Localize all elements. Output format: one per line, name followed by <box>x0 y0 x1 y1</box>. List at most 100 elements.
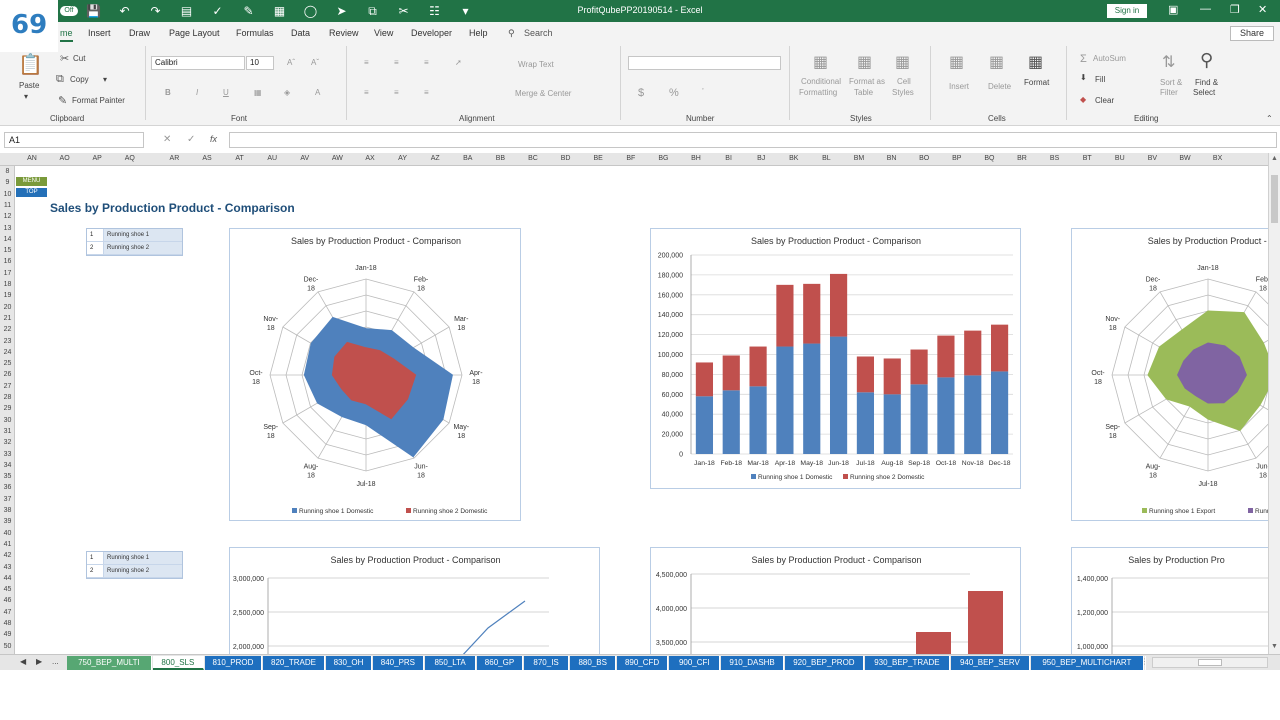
sheet-tab[interactable]: 890_CFD <box>617 656 669 670</box>
tab-draw[interactable]: Draw <box>129 28 151 38</box>
column-header[interactable]: AW <box>331 155 343 162</box>
row-header[interactable]: 15 <box>3 247 12 255</box>
horizontal-scrollbar[interactable] <box>1152 657 1268 668</box>
undo-icon[interactable]: ↶ <box>119 4 130 18</box>
column-header[interactable]: BX <box>1212 155 1223 162</box>
cut-button[interactable]: Cut <box>73 54 86 63</box>
pointer-icon[interactable]: ➤ <box>336 4 347 18</box>
sheet-tab[interactable]: 860_GP <box>477 656 523 670</box>
column-header[interactable]: BQ <box>984 155 995 162</box>
sort-filter-button[interactable]: Sort & <box>1160 78 1183 87</box>
font-size-select[interactable]: 10 <box>246 56 274 70</box>
row-header[interactable]: 34 <box>3 461 12 469</box>
top-button[interactable]: TOP <box>16 188 47 197</box>
list-item[interactable]: 1 Running shoe 1 <box>87 229 182 242</box>
align-bottom-icon[interactable]: ≡ <box>424 58 429 67</box>
enter-icon[interactable]: ✓ <box>187 134 196 145</box>
row-header[interactable]: 28 <box>3 394 12 401</box>
font-color-icon[interactable]: A <box>315 88 321 97</box>
column-header[interactable]: AP <box>92 155 102 162</box>
number-format-select[interactable] <box>628 56 781 70</box>
row-header[interactable]: 47 <box>3 608 12 616</box>
format-cells-button[interactable]: Format <box>1024 78 1050 87</box>
decrease-font-icon[interactable]: Aˇ <box>311 58 319 67</box>
row-header[interactable]: 18 <box>3 281 12 288</box>
cancel-icon[interactable]: ✕ <box>163 134 172 145</box>
column-header[interactable]: AY <box>398 155 408 162</box>
column-header[interactable]: BU <box>1114 155 1125 162</box>
underline-icon[interactable]: U <box>223 88 229 97</box>
row-header[interactable]: 9 <box>5 179 10 187</box>
borders-icon[interactable]: ▦ <box>254 88 262 97</box>
print-preview-icon[interactable]: ▤ <box>180 4 193 18</box>
row-header[interactable]: 33 <box>3 450 12 458</box>
row-header[interactable]: 19 <box>3 292 12 300</box>
restore-icon[interactable]: ❐ <box>1230 4 1240 16</box>
column-header[interactable]: AO <box>59 155 70 162</box>
bar-chart-domestic[interactable]: Sales by Production Product - Comparison… <box>650 228 1021 489</box>
column-header[interactable]: BG <box>658 155 669 162</box>
column-header[interactable]: BO <box>919 155 930 162</box>
align-top-icon[interactable]: ≡ <box>364 58 369 67</box>
column-header[interactable]: AN <box>27 155 37 162</box>
prev-sheet-icon[interactable]: ◀ <box>20 657 27 666</box>
tab-formulas[interactable]: Formulas <box>236 28 274 38</box>
search-box[interactable]: Search <box>524 28 553 38</box>
row-header[interactable]: 27 <box>3 382 12 390</box>
sheet-tab-overflow[interactable] <box>1144 656 1146 670</box>
sheet-tab[interactable]: 840_PRS <box>372 656 424 670</box>
sheet-tab[interactable]: 900_CFI <box>669 656 721 670</box>
column-header[interactable]: BP <box>952 155 962 162</box>
column-header[interactable]: BH <box>691 155 701 162</box>
column-header[interactable]: BC <box>528 155 538 162</box>
ribbon-display-icon[interactable]: ▣ <box>1168 4 1179 16</box>
column-header[interactable]: BN <box>886 155 897 162</box>
sheet-tab[interactable]: 940_BEP_SERV <box>950 656 1030 670</box>
menu-button[interactable]: MENU <box>16 177 47 186</box>
row-header[interactable]: 50 <box>3 642 12 650</box>
format-as-table-button[interactable]: Format as <box>849 77 886 86</box>
wrap-text-button[interactable]: Wrap Text <box>518 60 554 69</box>
row-header[interactable]: 21 <box>3 314 12 322</box>
camera-icon[interactable]: ◯ <box>303 4 318 18</box>
row-header[interactable]: 8 <box>5 168 10 175</box>
delete-cells-button[interactable]: Delete <box>988 82 1012 91</box>
search-icon[interactable]: ⚲ <box>508 28 515 38</box>
row-header[interactable]: 49 <box>3 631 12 639</box>
paste-button[interactable]: Paste <box>19 81 40 90</box>
sheet-tab[interactable]: 750_BEP_MULTI <box>67 656 152 670</box>
sheet-tab[interactable]: 850_LTA <box>425 656 477 670</box>
column-header[interactable]: AQ <box>124 155 135 162</box>
cell-styles-button[interactable]: Cell <box>897 77 911 86</box>
find-select-button[interactable]: Find & <box>1195 78 1219 87</box>
row-header[interactable]: 40 <box>3 529 12 537</box>
italic-icon[interactable]: I <box>196 88 199 97</box>
list-item[interactable]: 2 Running shoe 2 <box>87 242 182 255</box>
minimize-icon[interactable]: — <box>1200 3 1211 15</box>
column-header[interactable]: BA <box>463 155 473 162</box>
scissors-icon[interactable]: ✂ <box>398 4 409 18</box>
row-header[interactable]: 38 <box>3 507 12 514</box>
column-header[interactable]: BE <box>593 155 603 162</box>
sheet-tab[interactable]: 920_BEP_PROD <box>784 656 864 670</box>
copy-dropdown-icon[interactable]: ▾ <box>103 75 108 84</box>
row-header[interactable]: 13 <box>3 224 12 232</box>
row-header[interactable]: 26 <box>3 371 12 379</box>
radar-chart-export[interactable]: Sales by Production Product - Com Jan-18 F… <box>1071 228 1280 521</box>
row-header[interactable]: 30 <box>3 416 12 424</box>
sheet-tab[interactable]: 880_BS <box>570 656 616 670</box>
name-box[interactable]: A1 <box>4 132 144 148</box>
formula-input[interactable] <box>229 132 1277 148</box>
sheet-tab[interactable]: 820_TRADE <box>262 656 326 670</box>
autosum-button[interactable]: AutoSum <box>1093 54 1126 63</box>
row-header[interactable]: 36 <box>3 484 12 492</box>
tab-insert[interactable]: Insert <box>88 28 111 38</box>
redo-icon[interactable]: ↷ <box>150 4 161 18</box>
orientation-icon[interactable]: ➚ <box>455 58 462 67</box>
column-header[interactable]: BJ <box>757 155 766 162</box>
collapse-ribbon-icon[interactable]: ⌃ <box>1266 114 1273 123</box>
insert-function-icon[interactable]: fx <box>210 134 218 144</box>
paste-icon[interactable]: 📋 <box>18 54 43 76</box>
row-header[interactable]: 17 <box>3 269 12 277</box>
row-header[interactable]: 16 <box>3 258 12 266</box>
